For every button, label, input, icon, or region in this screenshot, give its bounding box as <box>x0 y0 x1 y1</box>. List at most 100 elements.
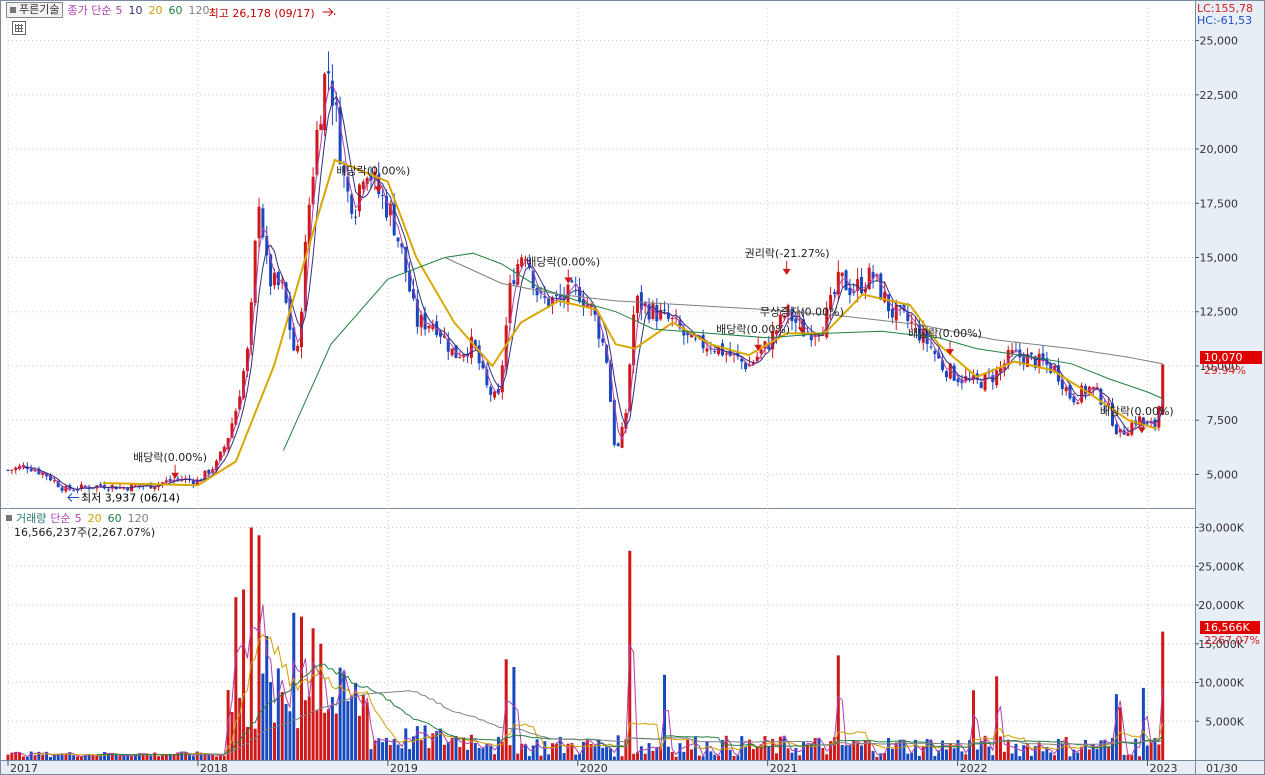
grid-toggle-icon[interactable] <box>12 21 26 35</box>
axes: 5,0007,50010,00012,50015,00017,50020,000… <box>7 35 1245 775</box>
candle-body <box>527 263 531 268</box>
volume-bar <box>404 728 408 760</box>
volume-bar <box>701 756 705 760</box>
candle-body <box>593 308 597 315</box>
candle-body <box>825 308 829 338</box>
volume-bar <box>767 745 771 760</box>
candle-body <box>10 469 14 471</box>
volume-bar <box>400 748 404 760</box>
volume-bar <box>589 743 593 760</box>
volume-ma-period-5[interactable]: 5 <box>74 511 82 525</box>
volume-bar <box>570 742 574 760</box>
volume-bars <box>6 527 1165 760</box>
volume-bar <box>21 756 25 760</box>
candle-body <box>844 270 848 291</box>
candle-body <box>620 426 624 448</box>
candle-body <box>462 354 466 358</box>
ma-period-60[interactable]: 60 <box>168 3 183 17</box>
volume-bar <box>527 756 531 760</box>
volume-bar <box>535 739 539 760</box>
volume-ma-lines <box>11 604 1164 758</box>
volume-ma-period-60[interactable]: 60 <box>107 511 122 525</box>
candle-body <box>944 371 948 378</box>
volume-bar <box>130 756 134 760</box>
volume-bar <box>1114 694 1118 760</box>
candle-body <box>450 348 454 356</box>
volume-bar <box>693 736 697 760</box>
ma-10-line <box>23 95 1164 490</box>
candle-body <box>829 295 833 310</box>
volume-bar <box>836 655 840 760</box>
candle-body <box>1060 379 1064 390</box>
volume-ma-period-20[interactable]: 20 <box>87 511 102 525</box>
event-label: 배당락(0.00%) <box>336 164 410 177</box>
candle-body <box>446 339 450 352</box>
candle-body <box>6 469 10 471</box>
ma-120-line <box>444 257 1163 365</box>
volume-bar <box>956 739 960 760</box>
candle-body <box>373 171 377 179</box>
price-ma-label[interactable]: 종가 단순 <box>67 4 112 17</box>
volume-bar <box>1134 738 1138 760</box>
volume-bar <box>1095 749 1099 760</box>
volume-bar <box>377 738 381 760</box>
candle-body <box>612 399 616 445</box>
price-tick-label: 15,000 <box>1200 252 1239 265</box>
volume-bar <box>176 752 180 760</box>
volume-bar <box>991 755 995 760</box>
volume-bar <box>960 751 964 760</box>
volume-bar <box>952 748 956 760</box>
candle-body <box>350 194 354 214</box>
volume-bar <box>929 740 933 760</box>
candle-body <box>234 410 238 425</box>
volume-bar <box>1145 745 1149 760</box>
candle-body <box>508 282 512 324</box>
volume-bar <box>1122 754 1126 760</box>
candle-body <box>222 446 226 453</box>
candle-body <box>48 475 52 481</box>
candle-body <box>408 270 412 292</box>
volume-ma-label[interactable]: 단순 <box>50 512 71 525</box>
candle-body <box>971 375 975 380</box>
ma-period-120[interactable]: 120 <box>188 3 210 17</box>
volume-bar <box>1053 755 1057 760</box>
volume-bar <box>763 736 767 760</box>
volume-bar <box>392 739 396 760</box>
candle-body <box>1130 422 1134 435</box>
candle-body <box>871 272 875 279</box>
volume-bar <box>338 667 342 760</box>
tech-button[interactable]: 푸른기술 <box>6 2 64 18</box>
volume-bar <box>674 756 678 760</box>
candle-body <box>979 382 983 389</box>
candle-body <box>296 345 300 352</box>
candle-body <box>203 470 207 481</box>
candle-body <box>890 308 894 318</box>
volume-bar <box>164 754 168 760</box>
volume-ma-period-120[interactable]: 120 <box>127 511 149 525</box>
volume-title[interactable]: 거래량 <box>16 512 47 525</box>
volume-bar <box>944 749 948 760</box>
candle-body <box>1141 417 1145 424</box>
tech-button-label: 푸른기술 <box>19 3 60 16</box>
candle-body <box>840 272 844 277</box>
volume-tick-label: 20,000K <box>1198 599 1244 612</box>
volume-bar <box>496 736 500 760</box>
ma-period-20[interactable]: 20 <box>148 3 163 17</box>
volume-bar <box>172 754 176 760</box>
volume-bar <box>1091 744 1095 760</box>
candle-body <box>137 485 141 487</box>
volume-legend: 거래량 단순 5 20 60 120 <box>6 510 149 526</box>
candle-body <box>334 102 338 105</box>
candle-body <box>616 443 620 446</box>
candle-body <box>570 280 574 283</box>
candle-body <box>859 276 863 294</box>
candle-body <box>176 478 180 480</box>
candle-body <box>639 292 643 310</box>
ma-period-5[interactable]: 5 <box>115 3 123 17</box>
volume-bar <box>288 711 292 760</box>
ma-period-10[interactable]: 10 <box>128 3 143 17</box>
volume-bar <box>551 743 555 760</box>
volume-bar <box>790 752 794 760</box>
candle-body <box>292 327 296 351</box>
